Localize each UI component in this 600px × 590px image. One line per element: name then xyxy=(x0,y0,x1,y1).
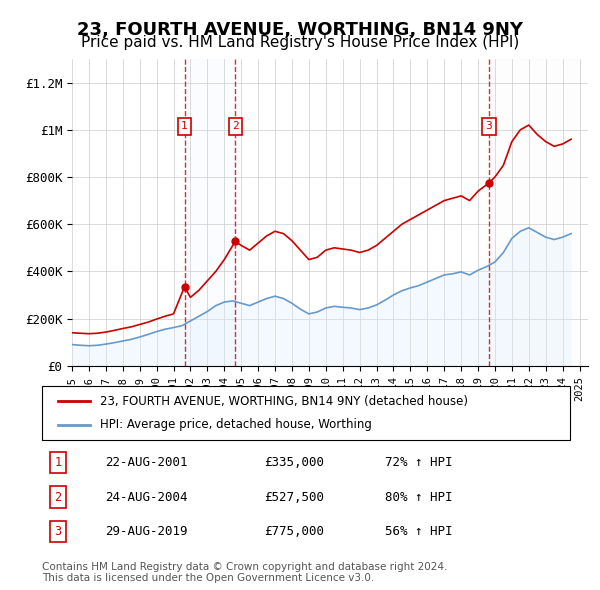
Text: 1: 1 xyxy=(181,122,188,132)
Text: £335,000: £335,000 xyxy=(264,456,324,469)
Text: 29-AUG-2019: 29-AUG-2019 xyxy=(106,525,188,538)
Text: 72% ↑ HPI: 72% ↑ HPI xyxy=(385,456,453,469)
FancyBboxPatch shape xyxy=(42,386,570,440)
Text: 2: 2 xyxy=(54,490,61,504)
Text: 80% ↑ HPI: 80% ↑ HPI xyxy=(385,490,453,504)
Text: 22-AUG-2001: 22-AUG-2001 xyxy=(106,456,188,469)
Text: 23, FOURTH AVENUE, WORTHING, BN14 9NY: 23, FOURTH AVENUE, WORTHING, BN14 9NY xyxy=(77,21,523,39)
Text: £527,500: £527,500 xyxy=(264,490,324,504)
Text: £775,000: £775,000 xyxy=(264,525,324,538)
Bar xyxy=(185,59,235,366)
Bar xyxy=(489,59,580,366)
Text: 3: 3 xyxy=(485,122,493,132)
Text: 2: 2 xyxy=(232,122,239,132)
Text: 23, FOURTH AVENUE, WORTHING, BN14 9NY (detached house): 23, FOURTH AVENUE, WORTHING, BN14 9NY (d… xyxy=(100,395,468,408)
Text: 56% ↑ HPI: 56% ↑ HPI xyxy=(385,525,453,538)
Text: 1: 1 xyxy=(54,456,61,469)
Text: 24-AUG-2004: 24-AUG-2004 xyxy=(106,490,188,504)
Text: HPI: Average price, detached house, Worthing: HPI: Average price, detached house, Wort… xyxy=(100,418,372,431)
Text: 3: 3 xyxy=(54,525,61,538)
Text: Price paid vs. HM Land Registry's House Price Index (HPI): Price paid vs. HM Land Registry's House … xyxy=(81,35,519,50)
Text: Contains HM Land Registry data © Crown copyright and database right 2024.
This d: Contains HM Land Registry data © Crown c… xyxy=(42,562,448,584)
